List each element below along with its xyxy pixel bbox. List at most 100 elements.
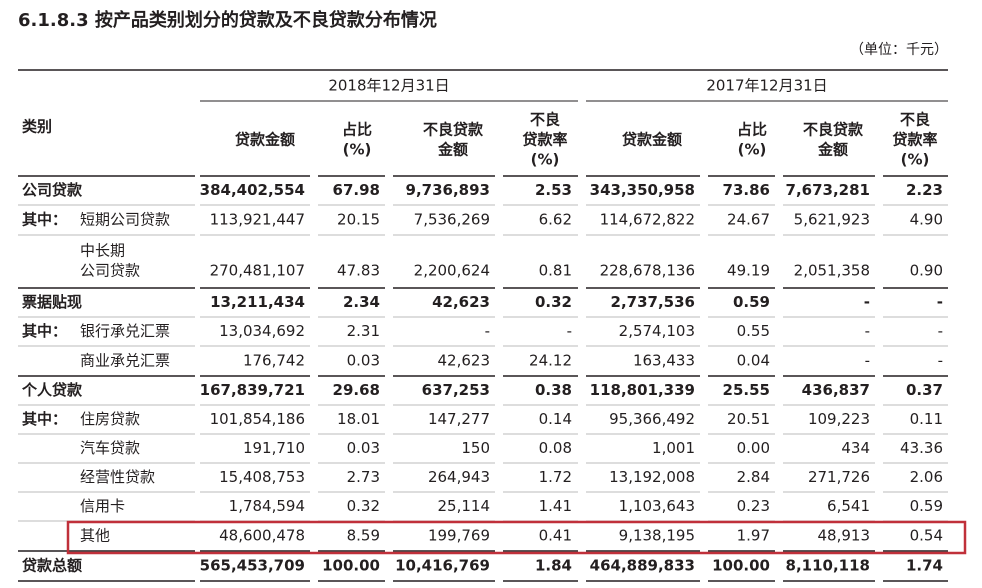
cell: 67.98 (333, 181, 380, 199)
column-header: 金额 (817, 141, 848, 159)
cell: 271,726 (808, 468, 870, 486)
cell: 264,943 (428, 468, 490, 486)
cell: 4.90 (910, 211, 943, 229)
cell: 2.53 (535, 181, 572, 199)
cell: 2.73 (347, 468, 380, 486)
row-label: 信用卡 (80, 497, 125, 515)
cell: 434 (841, 439, 870, 457)
cell: 101,854,186 (210, 410, 305, 428)
column-header: (%) (343, 141, 372, 159)
column-header: (%) (738, 141, 767, 159)
row-prefix: 其中： (22, 322, 67, 340)
cell: 5,621,923 (794, 211, 870, 229)
cell: 0.90 (910, 262, 943, 280)
cell: 191,710 (243, 439, 305, 457)
cell: 6.62 (539, 211, 572, 229)
cell: 436,837 (802, 381, 870, 399)
column-header: 金额 (437, 141, 468, 159)
cell: 25.55 (723, 381, 770, 399)
cell: 2.31 (347, 322, 380, 340)
cell: 2.23 (906, 181, 943, 199)
cell: - (938, 322, 943, 340)
cell: - (485, 322, 490, 340)
cell: 24.12 (529, 352, 572, 370)
cell: 118,801,339 (590, 381, 695, 399)
cell: 9,736,893 (406, 181, 490, 199)
cell: 1,001 (652, 439, 695, 457)
column-header: 不良贷款 (423, 121, 484, 139)
column-header: 贷款金额 (622, 131, 682, 149)
cell: 1.74 (906, 557, 943, 575)
cell: 565,453,709 (200, 557, 305, 575)
row-label: 其他 (80, 527, 110, 545)
column-header: 不良 (530, 111, 560, 129)
category-header: 类别 (22, 118, 52, 136)
cell: 2.84 (737, 468, 770, 486)
cell: 199,769 (428, 527, 490, 545)
cell: 7,536,269 (414, 211, 490, 229)
cell: 0.38 (535, 381, 572, 399)
cell: 20.51 (727, 410, 770, 428)
row-label: 公司贷款 (22, 181, 83, 199)
row-label: 银行承兑汇票 (80, 322, 170, 340)
cell: 0.00 (737, 439, 770, 457)
cell: 2,051,358 (794, 262, 870, 280)
cell: 343,350,958 (590, 181, 695, 199)
row-label: 商业承兑汇票 (80, 352, 170, 370)
cell: 176,742 (243, 352, 305, 370)
cell: 113,921,447 (210, 211, 305, 229)
cell: 1.72 (539, 468, 572, 486)
cell: 0.55 (737, 322, 770, 340)
cell: 167,839,721 (200, 381, 305, 399)
column-header: (%) (531, 151, 560, 169)
cell: 384,402,554 (200, 181, 305, 199)
cell: - (937, 293, 943, 311)
cell: 18.01 (337, 410, 380, 428)
row-label: 短期公司贷款 (80, 211, 170, 229)
cell: 0.14 (539, 410, 572, 428)
highlight-box (66, 520, 967, 555)
cell: 109,223 (808, 410, 870, 428)
column-header: 贷款率 (522, 131, 567, 149)
cell: 20.15 (337, 211, 380, 229)
cell: 100.00 (712, 557, 770, 575)
cell: - (865, 352, 870, 370)
column-header: (%) (901, 151, 930, 169)
column-header: 占比 (342, 121, 372, 139)
cell: 147,277 (428, 410, 490, 428)
cell: - (864, 293, 870, 311)
cell: 6,541 (827, 497, 870, 515)
cell: 42,623 (432, 293, 490, 311)
cell: 0.32 (347, 497, 380, 515)
cell: 2,574,103 (619, 322, 695, 340)
cell: 13,211,434 (210, 293, 305, 311)
cell: 48,600,478 (219, 527, 305, 545)
row-label: 票据贴现 (22, 293, 82, 311)
row-label: 贷款总额 (22, 557, 82, 575)
column-header: 贷款率 (892, 131, 937, 149)
cell: 13,192,008 (609, 468, 695, 486)
cell: 2,737,536 (611, 293, 695, 311)
group-header: 2018年12月31日 (328, 77, 449, 95)
cell: 43.36 (900, 439, 943, 457)
cell: 0.32 (535, 293, 572, 311)
cell: 49.19 (727, 262, 770, 280)
cell: 1.97 (737, 527, 770, 545)
cell: 2.06 (910, 468, 943, 486)
cell: 0.08 (539, 439, 572, 457)
column-header: 不良贷款 (803, 121, 864, 139)
cell: 0.41 (539, 527, 572, 545)
cell: 8.59 (347, 527, 380, 545)
cell: 8,110,118 (786, 557, 870, 575)
cell: 163,433 (633, 352, 695, 370)
cell: 25,114 (438, 497, 491, 515)
row-prefix: 其中： (22, 211, 67, 229)
cell: 0.59 (910, 497, 943, 515)
row-prefix: 其中： (22, 410, 67, 428)
cell: 7,673,281 (786, 181, 870, 199)
row-label: 住房贷款 (80, 410, 140, 428)
cell: - (938, 352, 943, 370)
cell: 0.81 (539, 262, 572, 280)
cell: 150 (461, 439, 490, 457)
